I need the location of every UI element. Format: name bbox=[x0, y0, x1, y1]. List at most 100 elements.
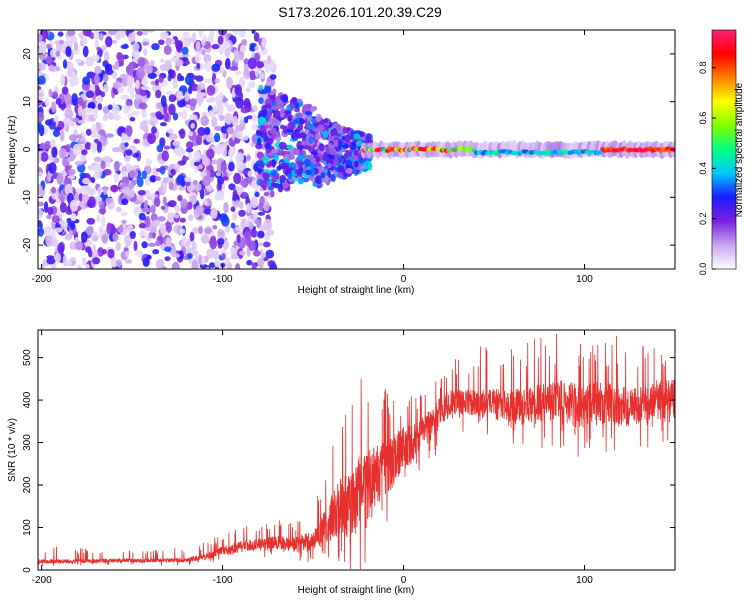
spectrogram-cell-914 bbox=[246, 115, 253, 120]
spectrogram-cell-353 bbox=[89, 32, 95, 40]
spectrogram-cell-1198 bbox=[148, 232, 153, 239]
spectrogram-cell-851 bbox=[218, 44, 224, 56]
spectrogram-cell-1271 bbox=[69, 75, 77, 87]
spectrogram-cell-1384 bbox=[146, 65, 153, 74]
spectrogram-cell-1391 bbox=[142, 257, 150, 267]
spectrogram-cell-2074 bbox=[269, 127, 277, 134]
spectrogram-cell-1090 bbox=[256, 61, 264, 69]
spectrogram-cell-1176 bbox=[206, 136, 213, 143]
spectrogram-cell-1372 bbox=[96, 46, 101, 51]
spectrogram-cell-1246 bbox=[57, 242, 65, 255]
spectrogram-cell-1035 bbox=[189, 114, 196, 120]
spectrogram-cell-1320 bbox=[188, 86, 193, 95]
spectrogram-cell-237 bbox=[232, 199, 240, 208]
spectrogram-cell-1979 bbox=[282, 93, 289, 103]
spectrogram-cell-1205 bbox=[133, 138, 140, 144]
spectrogram-cell-1354 bbox=[250, 196, 258, 209]
spectrogram-cell-658 bbox=[115, 206, 122, 213]
spectrogram-cell-2093 bbox=[262, 172, 270, 180]
spectrogram-cell-738 bbox=[71, 93, 78, 106]
spectrogram-cell-899 bbox=[100, 160, 106, 170]
spectrogram-cell-1361 bbox=[142, 207, 151, 213]
spectrogram-cell-1101 bbox=[59, 202, 67, 213]
colorbar-frame bbox=[711, 29, 737, 270]
spectrogram-cell-2062 bbox=[305, 169, 312, 175]
spectrogram-cell-1277 bbox=[70, 220, 76, 230]
spectrogram-cell-53 bbox=[251, 30, 256, 34]
spectrogram-cell-1098 bbox=[124, 234, 133, 247]
spectrogram-cell-1283 bbox=[105, 68, 114, 76]
spectrogram-cell-1373 bbox=[196, 62, 201, 70]
spectrogram-cell-1346 bbox=[156, 144, 164, 153]
spectrogram-cell-1210 bbox=[101, 45, 108, 50]
spectrogram-cell-1080 bbox=[44, 140, 52, 150]
colorbar-tick-label: 0.4 bbox=[698, 162, 708, 175]
spectrogram-cell-1315 bbox=[221, 142, 227, 151]
spectrogram-cell-1193 bbox=[119, 30, 126, 38]
spectrogram-cell-502 bbox=[189, 231, 195, 242]
spectrogram-cell-1387 bbox=[256, 257, 265, 267]
spectrogram-cell-1997 bbox=[264, 98, 273, 107]
spectrogram-cell-5 bbox=[70, 48, 80, 55]
spectrogram-cell-1350 bbox=[169, 57, 177, 63]
spectrogram-cell-1031 bbox=[221, 253, 226, 260]
spectrogram-cell-704 bbox=[94, 65, 102, 76]
spectrogram-cell-1188 bbox=[164, 59, 172, 72]
spectrogram-cell-860 bbox=[74, 240, 83, 251]
spectrogram-cell-1335 bbox=[240, 191, 249, 198]
spectrogram-cell-1254 bbox=[253, 32, 260, 42]
spectrogram-cell-2051 bbox=[342, 127, 349, 134]
spectrogram-cell-1343 bbox=[48, 162, 57, 174]
spectrogram-cell-726 bbox=[199, 264, 208, 269]
spectrogram-cell-2094 bbox=[300, 140, 308, 146]
spectrogram-cell-1282 bbox=[179, 128, 186, 139]
spectrogram-cell-854 bbox=[251, 262, 257, 269]
spectrogram-cell-967 bbox=[38, 121, 43, 134]
spectrogram-cell-2087 bbox=[337, 139, 343, 148]
spectrogram-cell-1960 bbox=[314, 175, 323, 185]
spectrogram-cell-1175 bbox=[85, 57, 94, 67]
spectrogram-cell-755 bbox=[252, 104, 258, 112]
spectrogram-cell-865 bbox=[38, 111, 45, 123]
spectrogram-cell-2071 bbox=[358, 156, 364, 164]
spectrogram-cell-1323 bbox=[267, 260, 276, 268]
spectrogram-cell-1216 bbox=[142, 30, 149, 36]
spectrogram-cell-798 bbox=[146, 30, 156, 33]
spectrogram-cell-1081 bbox=[117, 226, 124, 233]
colorbar-tick-label: 0.8 bbox=[698, 61, 708, 74]
spectrogram-cell-750 bbox=[136, 67, 145, 80]
spectrogram-cell-1877 bbox=[271, 159, 276, 168]
spectrogram-cell-330 bbox=[102, 114, 109, 121]
spectrogram-cell-1146 bbox=[172, 253, 181, 258]
spectrogram-cell-1921 bbox=[293, 148, 301, 156]
spectrogram-cell-1268 bbox=[235, 152, 245, 164]
spectrogram-cell-617 bbox=[239, 44, 246, 53]
spectrogram-cell-1318 bbox=[145, 215, 151, 228]
spectrogram-cell-1048 bbox=[217, 228, 225, 239]
spectrogram-cell-1013 bbox=[95, 163, 101, 174]
spectrogram-cell-1187 bbox=[200, 171, 207, 176]
spectrogram-cell-1392 bbox=[46, 255, 55, 260]
spectrogram-cell-2045 bbox=[329, 147, 337, 156]
spectrogram-cell-1069 bbox=[68, 35, 78, 43]
spectrogram-cell-2027 bbox=[353, 160, 359, 168]
spectrogram-cell-115 bbox=[162, 196, 167, 205]
spectrogram-cell-706 bbox=[151, 232, 156, 239]
spectrogram-cell-1304 bbox=[155, 78, 159, 86]
spectrogram-cell-759 bbox=[129, 117, 136, 122]
spectrogram-cell-975 bbox=[68, 168, 76, 176]
spectrogram-cell-1023 bbox=[181, 236, 188, 247]
spectrogram-cell-2020 bbox=[336, 123, 341, 132]
spectrogram-cell-251 bbox=[257, 211, 265, 216]
spectrogram-cell-1286 bbox=[243, 231, 252, 241]
spectrogram-cell-1250 bbox=[129, 181, 135, 190]
spectrogram-cell-1248 bbox=[235, 70, 242, 76]
spectrogram-cell-900 bbox=[165, 237, 172, 248]
spectrogram-cell-1154 bbox=[227, 104, 235, 111]
spectrogram-cell-1194 bbox=[180, 198, 188, 209]
spectrogram-cell-1093 bbox=[155, 89, 162, 99]
spectrogram-cell-1232 bbox=[40, 152, 49, 162]
spectrogram-cell-128 bbox=[172, 112, 179, 121]
spectrogram-cell-10 bbox=[176, 111, 184, 117]
spectrogram-cell-832 bbox=[153, 197, 161, 207]
